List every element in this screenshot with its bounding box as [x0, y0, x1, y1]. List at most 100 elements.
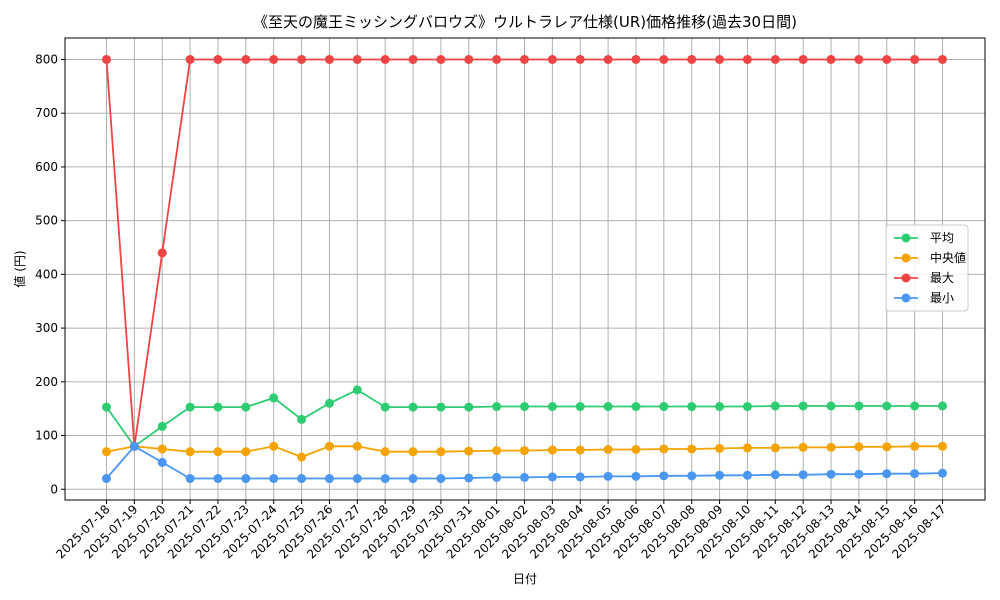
data-point: [603, 402, 613, 412]
data-point: [464, 54, 474, 64]
data-point: [213, 447, 223, 457]
legend-label: 平均: [930, 231, 954, 245]
y-tick-label: 200: [35, 375, 58, 389]
data-point: [938, 401, 947, 411]
data-point: [603, 471, 613, 481]
y-tick-label: 0: [50, 482, 58, 496]
legend-marker: [901, 293, 911, 303]
data-point: [659, 402, 669, 412]
data-point: [352, 385, 362, 395]
data-point: [882, 401, 892, 411]
data-point: [742, 402, 752, 412]
data-point: [436, 54, 446, 64]
data-point: [715, 402, 725, 412]
x-axis-label: 日付: [513, 572, 537, 586]
data-point: [436, 402, 446, 412]
data-point: [854, 401, 864, 411]
data-point: [352, 474, 362, 484]
data-point: [157, 457, 167, 467]
data-point: [826, 401, 836, 411]
data-point: [575, 472, 585, 482]
grid: [65, 38, 985, 500]
data-point: [464, 446, 474, 456]
data-point: [603, 445, 613, 455]
legend-marker: [901, 253, 911, 263]
data-point: [770, 470, 780, 480]
data-point: [826, 54, 836, 64]
data-point: [157, 421, 167, 431]
data-point: [631, 402, 641, 412]
data-point: [408, 474, 418, 484]
data-point: [241, 402, 251, 412]
data-point: [520, 402, 529, 412]
data-point: [185, 54, 195, 64]
data-point: [910, 401, 920, 411]
data-point: [547, 445, 557, 455]
data-point: [492, 402, 502, 412]
data-point: [102, 54, 111, 64]
data-point: [492, 54, 502, 64]
legend-label: 最小: [930, 291, 954, 305]
legend-label: 最大: [930, 271, 954, 285]
data-point: [826, 442, 836, 452]
data-point: [770, 443, 780, 453]
data-point: [910, 54, 920, 64]
data-point: [324, 474, 334, 484]
data-point: [352, 441, 362, 451]
data-point: [157, 444, 167, 454]
data-point: [436, 474, 446, 484]
data-point: [547, 54, 557, 64]
data-point: [380, 447, 390, 457]
data-point: [520, 472, 529, 482]
data-point: [715, 470, 725, 480]
data-point: [520, 446, 529, 456]
data-point: [213, 474, 223, 484]
data-point: [297, 474, 307, 484]
data-point: [742, 54, 752, 64]
data-point: [770, 54, 780, 64]
y-tick-label: 500: [35, 214, 58, 228]
data-point: [687, 402, 697, 412]
data-point: [380, 474, 390, 484]
legend-box: [885, 224, 969, 312]
data-point: [742, 443, 752, 453]
data-point: [826, 469, 836, 479]
data-point: [575, 402, 585, 412]
data-point: [241, 447, 251, 457]
data-point: [129, 441, 139, 451]
data-point: [547, 472, 557, 482]
data-point: [102, 447, 111, 457]
data-point: [882, 442, 892, 452]
y-axis-label: 値 (円): [12, 250, 27, 287]
data-point: [520, 54, 529, 64]
data-point: [241, 54, 251, 64]
chart-title: 《至天の魔王ミッシングバロウズ》ウルトラレア仕様(UR)価格推移(過去30日間): [253, 13, 797, 31]
legend-marker: [901, 233, 911, 243]
data-point: [464, 473, 474, 483]
data-point: [408, 402, 418, 412]
legend-label: 中央値: [930, 250, 966, 265]
data-point: [464, 402, 474, 412]
data-point: [157, 248, 167, 258]
data-point: [798, 470, 808, 480]
data-point: [269, 393, 279, 403]
data-point: [603, 54, 613, 64]
data-point: [436, 447, 446, 457]
data-point: [380, 54, 390, 64]
data-point: [575, 445, 585, 455]
y-tick-label: 600: [35, 160, 58, 174]
data-point: [798, 401, 808, 411]
y-tick-label: 700: [35, 106, 58, 120]
data-point: [715, 54, 725, 64]
data-point: [102, 474, 111, 484]
data-point: [492, 446, 502, 456]
data-point: [575, 54, 585, 64]
y-tick-label: 400: [35, 267, 58, 281]
y-tick-label: 800: [35, 52, 58, 66]
data-point: [687, 471, 697, 481]
y-tick-label: 100: [35, 429, 58, 443]
data-point: [352, 54, 362, 64]
data-point: [770, 401, 780, 411]
data-point: [408, 447, 418, 457]
